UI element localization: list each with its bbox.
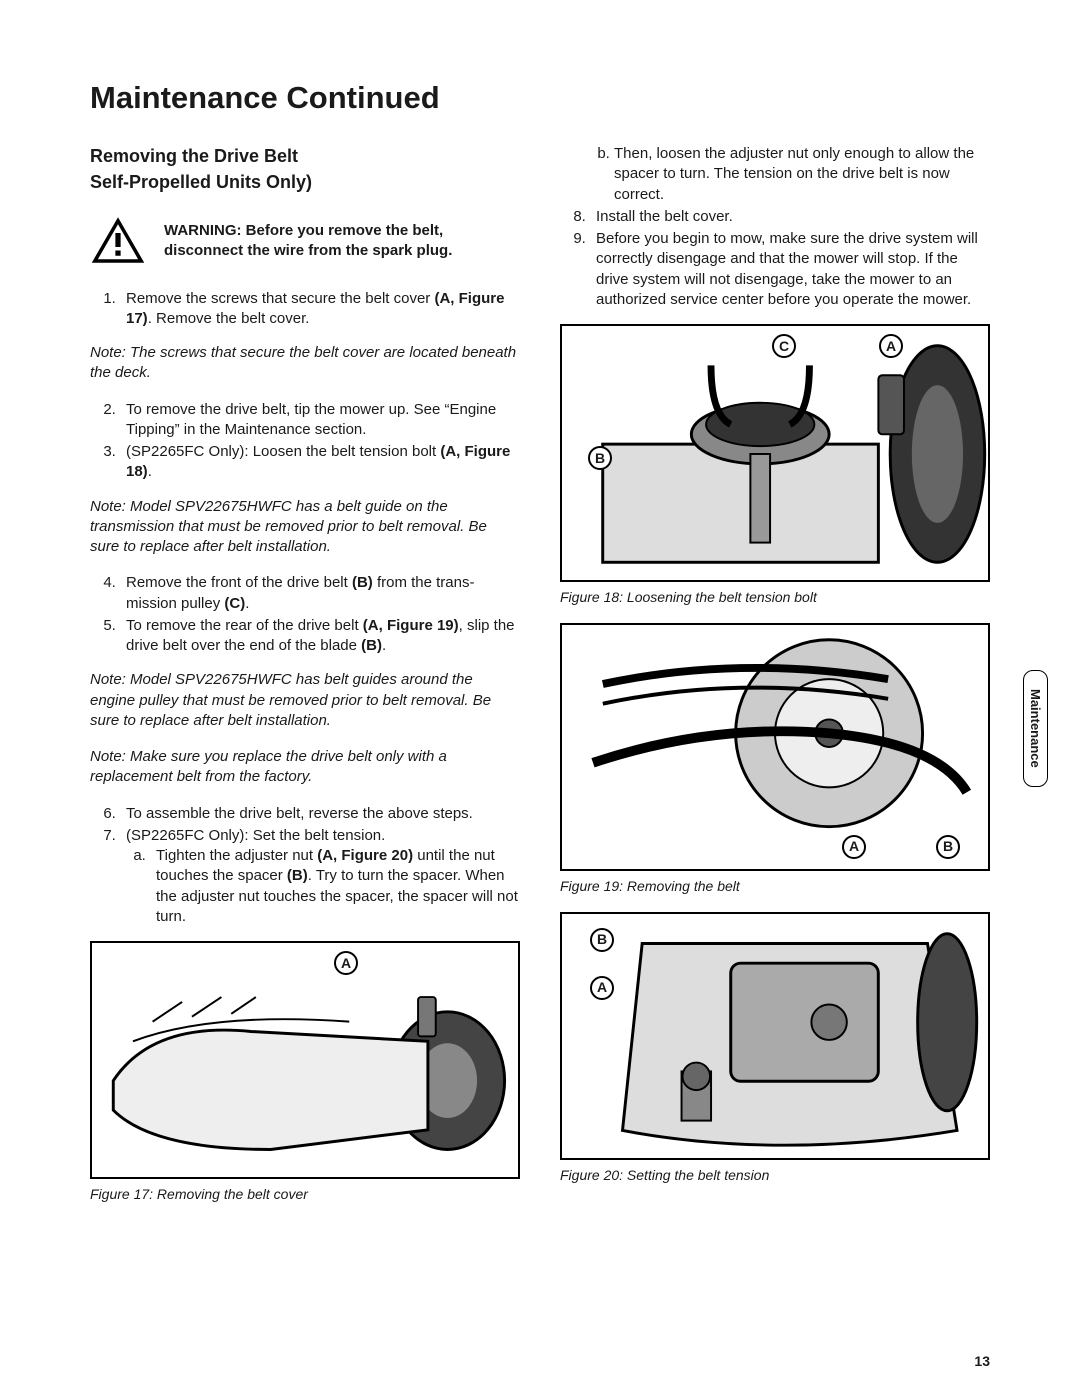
step-2: To remove the drive belt, tip the mower … bbox=[120, 400, 520, 441]
section-subhead-line1: Removing the Drive Belt bbox=[90, 144, 520, 168]
step-9: Before you begin to mow, make sure the d… bbox=[590, 229, 990, 310]
section-subhead-line2: Self-Propelled Units Only) bbox=[90, 170, 520, 194]
right-column: Then, loosen the adjuster nut only enoug… bbox=[560, 144, 990, 1220]
figure-19-callout-a: A bbox=[842, 835, 866, 859]
step-3: (SP2265FC Only): Loosen the belt tension… bbox=[120, 442, 520, 483]
figure-17-callout-a: A bbox=[334, 951, 358, 975]
step-7b-list: Then, loosen the adjuster nut only enoug… bbox=[560, 144, 990, 205]
figure-20-callout-a: A bbox=[590, 976, 614, 1000]
figure-20-caption: Figure 20: Setting the belt tension bbox=[560, 1166, 990, 1185]
figure-20: A B bbox=[560, 912, 990, 1160]
figure-19-caption: Figure 19: Removing the belt bbox=[560, 877, 990, 896]
steps-list-5: Install the belt cover. Before you begin… bbox=[560, 207, 990, 310]
figure-17-illustration bbox=[92, 943, 518, 1177]
figure-19: A B bbox=[560, 623, 990, 871]
steps-list-2: To remove the drive belt, tip the mower … bbox=[90, 400, 520, 483]
figure-18-caption: Figure 18: Loosening the belt tension bo… bbox=[560, 588, 990, 607]
figure-18-illustration bbox=[562, 326, 988, 580]
figure-20-illustration bbox=[562, 914, 988, 1158]
note-3: Note: Model SPV22675HWFC has belt guides… bbox=[90, 670, 520, 731]
note-4: Note: Make sure you replace the drive be… bbox=[90, 747, 520, 788]
left-column: Removing the Drive Belt Self-Propelled U… bbox=[90, 144, 520, 1220]
step-4: Remove the front of the drive belt (B) f… bbox=[120, 573, 520, 614]
step-5: To remove the rear of the drive belt (A,… bbox=[120, 616, 520, 657]
figure-17-caption: Figure 17: Removing the belt cover bbox=[90, 1185, 520, 1204]
steps-list-4: To assemble the drive belt, reverse the … bbox=[90, 804, 520, 928]
steps-list-1: Remove the screws that secure the belt c… bbox=[90, 289, 520, 330]
figure-19-illustration bbox=[562, 625, 988, 869]
warning-text: WARNING: Before you remove the belt, dis… bbox=[164, 215, 520, 262]
step-6: To assemble the drive belt, reverse the … bbox=[120, 804, 520, 824]
steps-list-3: Remove the front of the drive belt (B) f… bbox=[90, 573, 520, 656]
step-7: (SP2265FC Only): Set the belt tension. T… bbox=[120, 826, 520, 927]
figure-19-callout-b: B bbox=[936, 835, 960, 859]
step-7a: Tighten the adjuster nut (A, Figure 20) … bbox=[150, 846, 520, 927]
page-title: Maintenance Continued bbox=[90, 80, 990, 116]
note-1: Note: The screws that secure the belt co… bbox=[90, 343, 520, 384]
side-tab-maintenance: Maintenance bbox=[1023, 670, 1048, 787]
figure-20-callout-b: B bbox=[590, 928, 614, 952]
figure-18: A B C bbox=[560, 324, 990, 582]
step-7b: Then, loosen the adjuster nut only enoug… bbox=[614, 144, 990, 205]
figure-17: A bbox=[90, 941, 520, 1179]
note-2: Note: Model SPV22675HWFC has a belt guid… bbox=[90, 497, 520, 558]
step-8: Install the belt cover. bbox=[590, 207, 990, 227]
figure-18-callout-b: B bbox=[588, 446, 612, 470]
step-1: Remove the screws that secure the belt c… bbox=[120, 289, 520, 330]
warning-block: WARNING: Before you remove the belt, dis… bbox=[90, 215, 520, 265]
page-number: 13 bbox=[974, 1353, 990, 1369]
step-7-sub: Tighten the adjuster nut (A, Figure 20) … bbox=[126, 846, 520, 927]
figure-18-callout-a: A bbox=[879, 334, 903, 358]
content-columns: Removing the Drive Belt Self-Propelled U… bbox=[90, 144, 990, 1220]
figure-18-callout-c: C bbox=[772, 334, 796, 358]
warning-icon bbox=[90, 215, 146, 265]
